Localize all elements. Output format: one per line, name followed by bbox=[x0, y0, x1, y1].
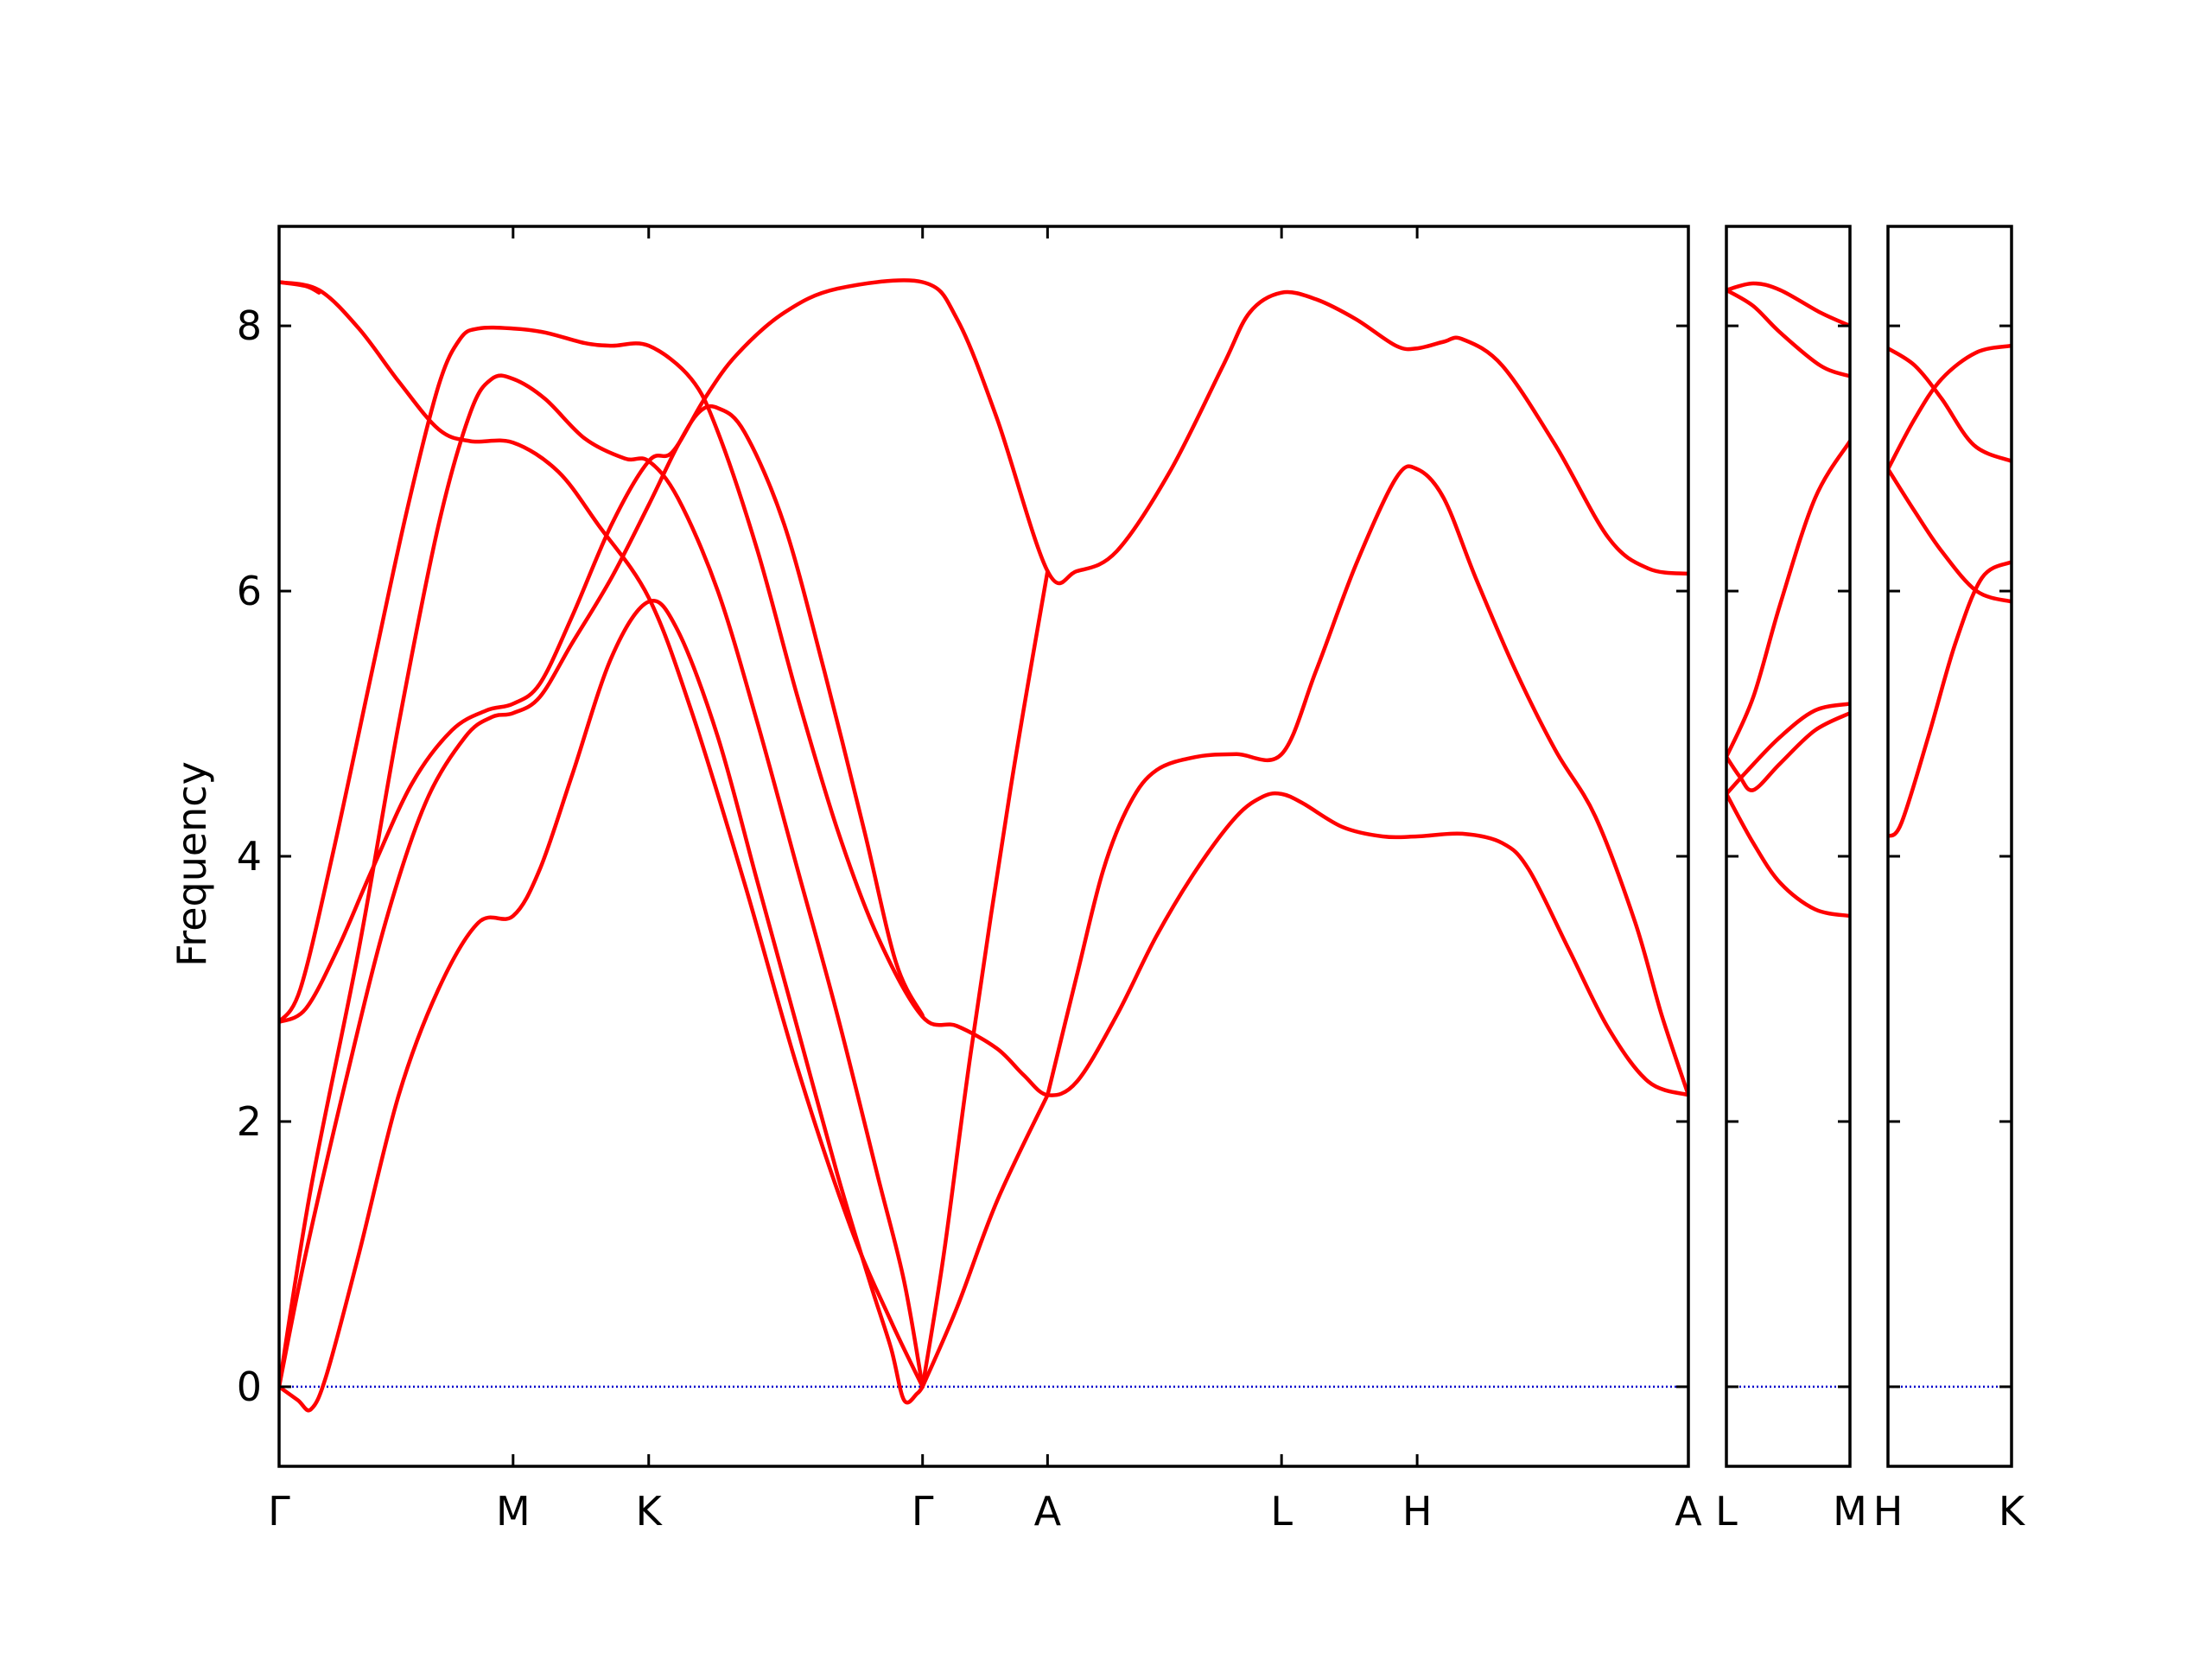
x-tick-label: Γ bbox=[912, 1488, 934, 1535]
band-line-1 bbox=[279, 280, 925, 1389]
plot-frame bbox=[1725, 225, 1852, 1468]
band-line-1 bbox=[1726, 281, 1850, 328]
band-line-2 bbox=[1726, 288, 1850, 378]
x-tick-label: Γ bbox=[268, 1488, 290, 1535]
band-line-5 bbox=[1726, 702, 1850, 797]
band-line-3 bbox=[279, 278, 1688, 1025]
band-line-9 bbox=[920, 569, 1050, 1389]
band-line-7 bbox=[279, 598, 925, 1413]
band-line-3 bbox=[1888, 467, 2012, 604]
band-line-6 bbox=[1726, 791, 1850, 918]
x-tick-label: A bbox=[1675, 1488, 1702, 1535]
x-tick-label: H bbox=[1402, 1488, 1433, 1535]
band-line-2 bbox=[1888, 343, 2012, 472]
x-tick-label: H bbox=[1873, 1488, 1904, 1535]
x-tick-label: L bbox=[1715, 1488, 1738, 1535]
bands bbox=[279, 278, 1688, 1413]
x-tick-label: L bbox=[1270, 1488, 1293, 1535]
band-line-5 bbox=[279, 404, 925, 1389]
panel-1: Γ M K Γ A L H A 0 2 4 6 8 bbox=[237, 225, 1702, 1535]
x-tick-label: M bbox=[496, 1488, 531, 1535]
band-line-1 bbox=[1888, 346, 2012, 463]
y-tick-label: 6 bbox=[237, 568, 262, 614]
x-tick-label: M bbox=[1833, 1488, 1867, 1535]
y-tick-label: 8 bbox=[237, 302, 262, 349]
y-tick-label: 2 bbox=[237, 1098, 262, 1145]
band-line-3 bbox=[1726, 439, 1850, 760]
y-tick-label: 4 bbox=[237, 833, 262, 880]
plot-frame bbox=[277, 225, 1690, 1468]
band-line-10 bbox=[1046, 464, 1688, 1097]
band-line-4 bbox=[1726, 711, 1850, 792]
x-tick-label: A bbox=[1034, 1488, 1062, 1535]
plot-frame bbox=[1886, 225, 2013, 1468]
band-line-2 bbox=[279, 280, 321, 295]
y-tick-label: 0 bbox=[237, 1363, 262, 1410]
y-axis-title: Frequency bbox=[168, 761, 215, 967]
x-tick-label: K bbox=[1999, 1488, 2026, 1535]
band-line-6 bbox=[279, 373, 925, 1389]
band-line-4 bbox=[1888, 560, 2012, 839]
bands bbox=[1726, 281, 1850, 918]
band-line-8 bbox=[920, 1093, 1050, 1389]
bands bbox=[1888, 343, 2012, 839]
x-tick-label: K bbox=[636, 1488, 664, 1535]
